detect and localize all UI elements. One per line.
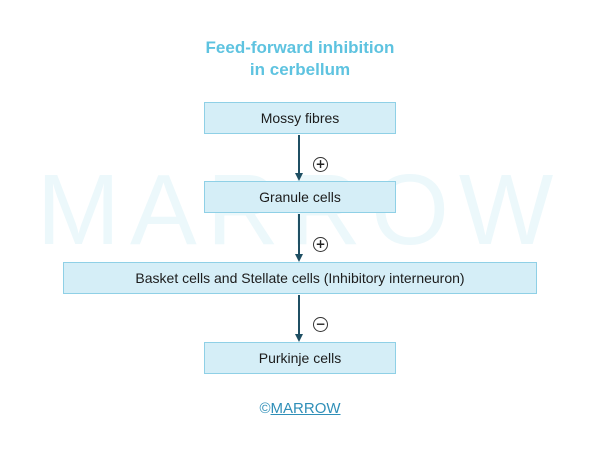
excitatory-sign-1: + — [313, 157, 328, 172]
box-basket-stellate-cells: Basket cells and Stellate cells (Inhibit… — [63, 262, 537, 294]
diagram-title: Feed-forward inhibition in cerbellum — [0, 37, 600, 81]
copyright-symbol: © — [259, 400, 271, 417]
title-line-2: in cerbellum — [249, 60, 351, 79]
box-mossy-fibres: Mossy fibres — [204, 102, 396, 134]
footer-credit: ©MARROW — [0, 400, 600, 417]
inhibitory-sign: − — [313, 317, 328, 332]
box-purkinje-cells: Purkinje cells — [204, 342, 396, 374]
title-line-1: Feed-forward inhibition — [205, 38, 395, 57]
excitatory-sign-2: + — [313, 237, 328, 252]
box-granule-cells: Granule cells — [204, 181, 396, 213]
brand-name: MARROW — [270, 400, 341, 417]
